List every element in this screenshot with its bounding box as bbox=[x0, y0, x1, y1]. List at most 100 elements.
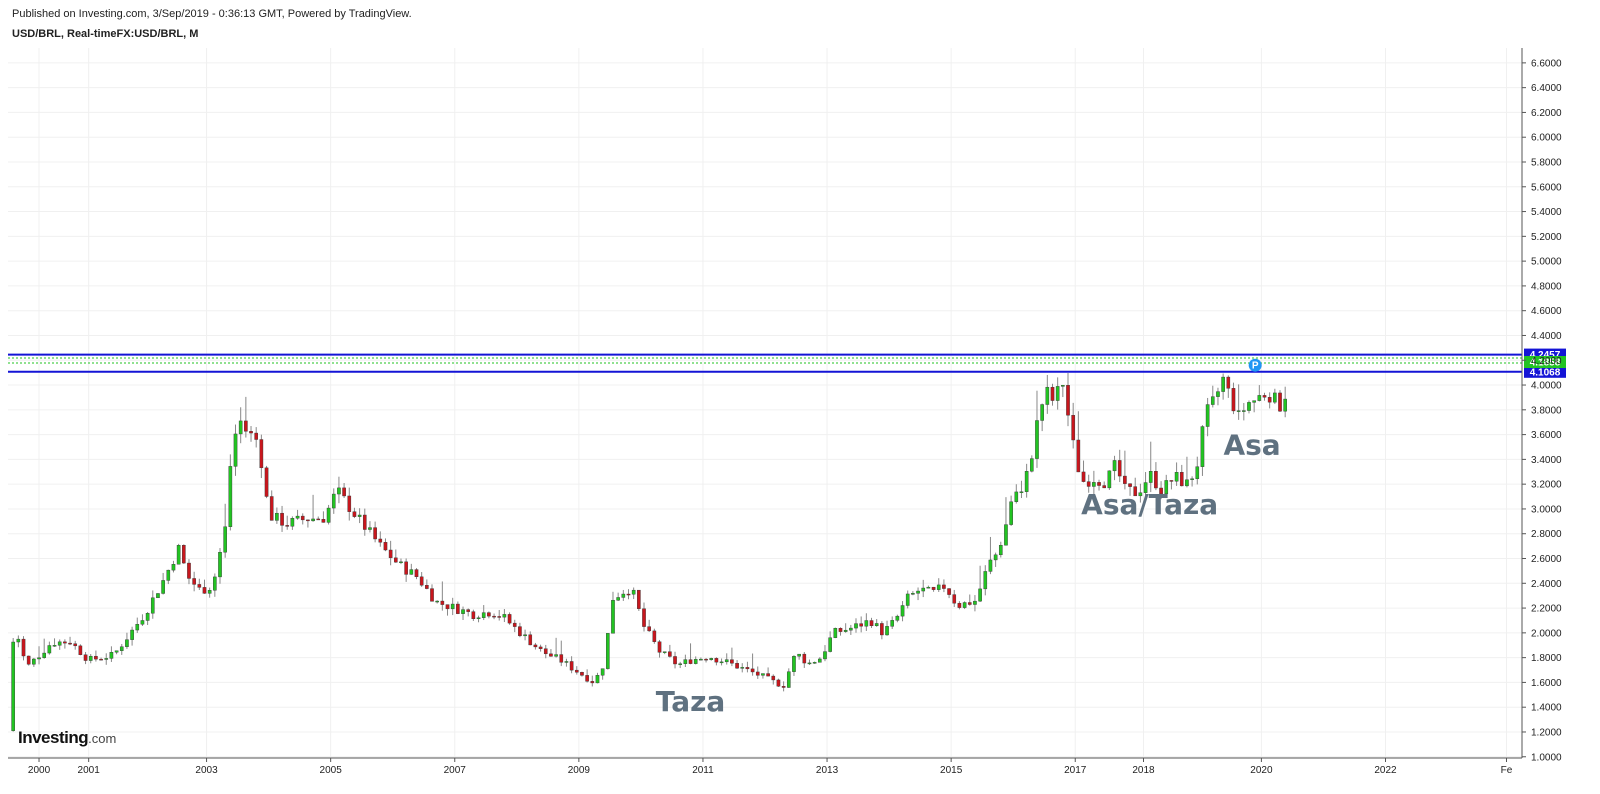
candle bbox=[724, 653, 729, 665]
candle bbox=[668, 644, 672, 658]
candle-body bbox=[1133, 486, 1138, 497]
candle-body bbox=[492, 615, 496, 618]
candle bbox=[735, 660, 739, 669]
candle bbox=[611, 591, 615, 634]
candle-body bbox=[538, 646, 543, 649]
candle bbox=[1138, 483, 1143, 503]
y-tick-label-0: 1.0000 bbox=[1531, 752, 1562, 763]
investing-logo: Investing.com bbox=[18, 728, 116, 748]
candle-body bbox=[21, 638, 26, 657]
candle-body bbox=[730, 659, 734, 664]
candle bbox=[476, 615, 481, 623]
candle-body bbox=[16, 638, 21, 643]
candle-body bbox=[259, 439, 264, 469]
candle bbox=[150, 590, 155, 619]
candle bbox=[1195, 456, 1200, 485]
candle bbox=[26, 655, 31, 666]
candle-body bbox=[99, 658, 103, 661]
x-tick-label-11: 2020 bbox=[1250, 765, 1273, 776]
candle-body bbox=[1200, 426, 1205, 467]
candle-body bbox=[771, 675, 776, 681]
candle-body bbox=[755, 671, 760, 676]
candle bbox=[238, 407, 243, 444]
candle bbox=[228, 454, 233, 531]
candle bbox=[549, 649, 553, 657]
candle bbox=[859, 616, 863, 633]
y-tick-label-1: 1.2000 bbox=[1531, 727, 1562, 738]
y-tick-label-18: 4.6000 bbox=[1531, 306, 1562, 317]
candle-body bbox=[238, 420, 243, 435]
candle-body bbox=[1247, 402, 1251, 411]
candle bbox=[1092, 470, 1096, 496]
candle bbox=[1076, 411, 1081, 473]
candle bbox=[983, 565, 988, 596]
candle-body bbox=[849, 627, 853, 631]
candle bbox=[125, 632, 129, 649]
candle bbox=[502, 609, 507, 623]
candle-body bbox=[792, 656, 796, 672]
candle bbox=[445, 604, 450, 616]
candle bbox=[1236, 384, 1241, 420]
candle bbox=[275, 507, 279, 524]
candle bbox=[916, 587, 920, 601]
candle-body bbox=[600, 668, 605, 676]
candle-body bbox=[668, 651, 672, 657]
candle-body bbox=[63, 641, 67, 644]
candle bbox=[450, 597, 455, 616]
candle-body bbox=[890, 620, 895, 627]
candle bbox=[978, 565, 982, 602]
candle-body bbox=[1086, 481, 1091, 487]
candle-body bbox=[135, 624, 140, 631]
candle bbox=[378, 531, 383, 547]
candle bbox=[166, 569, 171, 585]
candle bbox=[786, 668, 791, 688]
candle bbox=[331, 488, 336, 514]
candle bbox=[176, 543, 181, 565]
candle bbox=[528, 631, 533, 646]
candle bbox=[600, 668, 605, 680]
candle-body bbox=[362, 514, 367, 530]
candle-body bbox=[1226, 376, 1231, 389]
candle bbox=[833, 627, 838, 639]
candle bbox=[993, 552, 998, 567]
y-tick-label-19: 4.8000 bbox=[1531, 281, 1562, 292]
candle-body bbox=[476, 617, 481, 620]
candle-body bbox=[57, 641, 62, 646]
candle-body bbox=[585, 675, 589, 682]
candle bbox=[1247, 400, 1251, 414]
candle-body bbox=[1267, 397, 1272, 403]
candle-body bbox=[528, 634, 533, 646]
candle bbox=[456, 601, 460, 615]
candle-body bbox=[595, 675, 600, 684]
candle-body bbox=[1169, 480, 1174, 482]
candle-body bbox=[233, 433, 238, 467]
candle bbox=[187, 559, 191, 585]
candle-body bbox=[182, 545, 186, 564]
logo-suffix: .com bbox=[88, 731, 117, 746]
candle-body bbox=[642, 608, 646, 627]
candle-body bbox=[818, 658, 822, 663]
candle bbox=[497, 609, 502, 621]
candle-body bbox=[456, 603, 460, 614]
candle-body bbox=[1231, 388, 1236, 412]
candle-body bbox=[1154, 471, 1158, 489]
candle-body bbox=[357, 514, 362, 517]
candle-body bbox=[564, 661, 569, 663]
p-marker-icon[interactable] bbox=[1248, 358, 1262, 372]
y-tick-label-6: 2.2000 bbox=[1531, 604, 1562, 615]
candle-body bbox=[497, 616, 502, 618]
candle-body bbox=[461, 609, 465, 614]
candle bbox=[311, 494, 315, 522]
x-tick-label-3: 2005 bbox=[320, 765, 343, 776]
candle bbox=[952, 589, 957, 607]
y-tick-label-22: 5.4000 bbox=[1531, 207, 1562, 218]
candle-body bbox=[1019, 491, 1024, 493]
y-tick-label-14: 3.8000 bbox=[1531, 405, 1562, 416]
candle-body bbox=[1205, 404, 1210, 427]
candle-body bbox=[885, 626, 889, 636]
candle bbox=[606, 633, 610, 670]
candle-body bbox=[911, 593, 915, 595]
x-tick-label-2: 2003 bbox=[195, 765, 218, 776]
candle bbox=[1061, 384, 1065, 398]
